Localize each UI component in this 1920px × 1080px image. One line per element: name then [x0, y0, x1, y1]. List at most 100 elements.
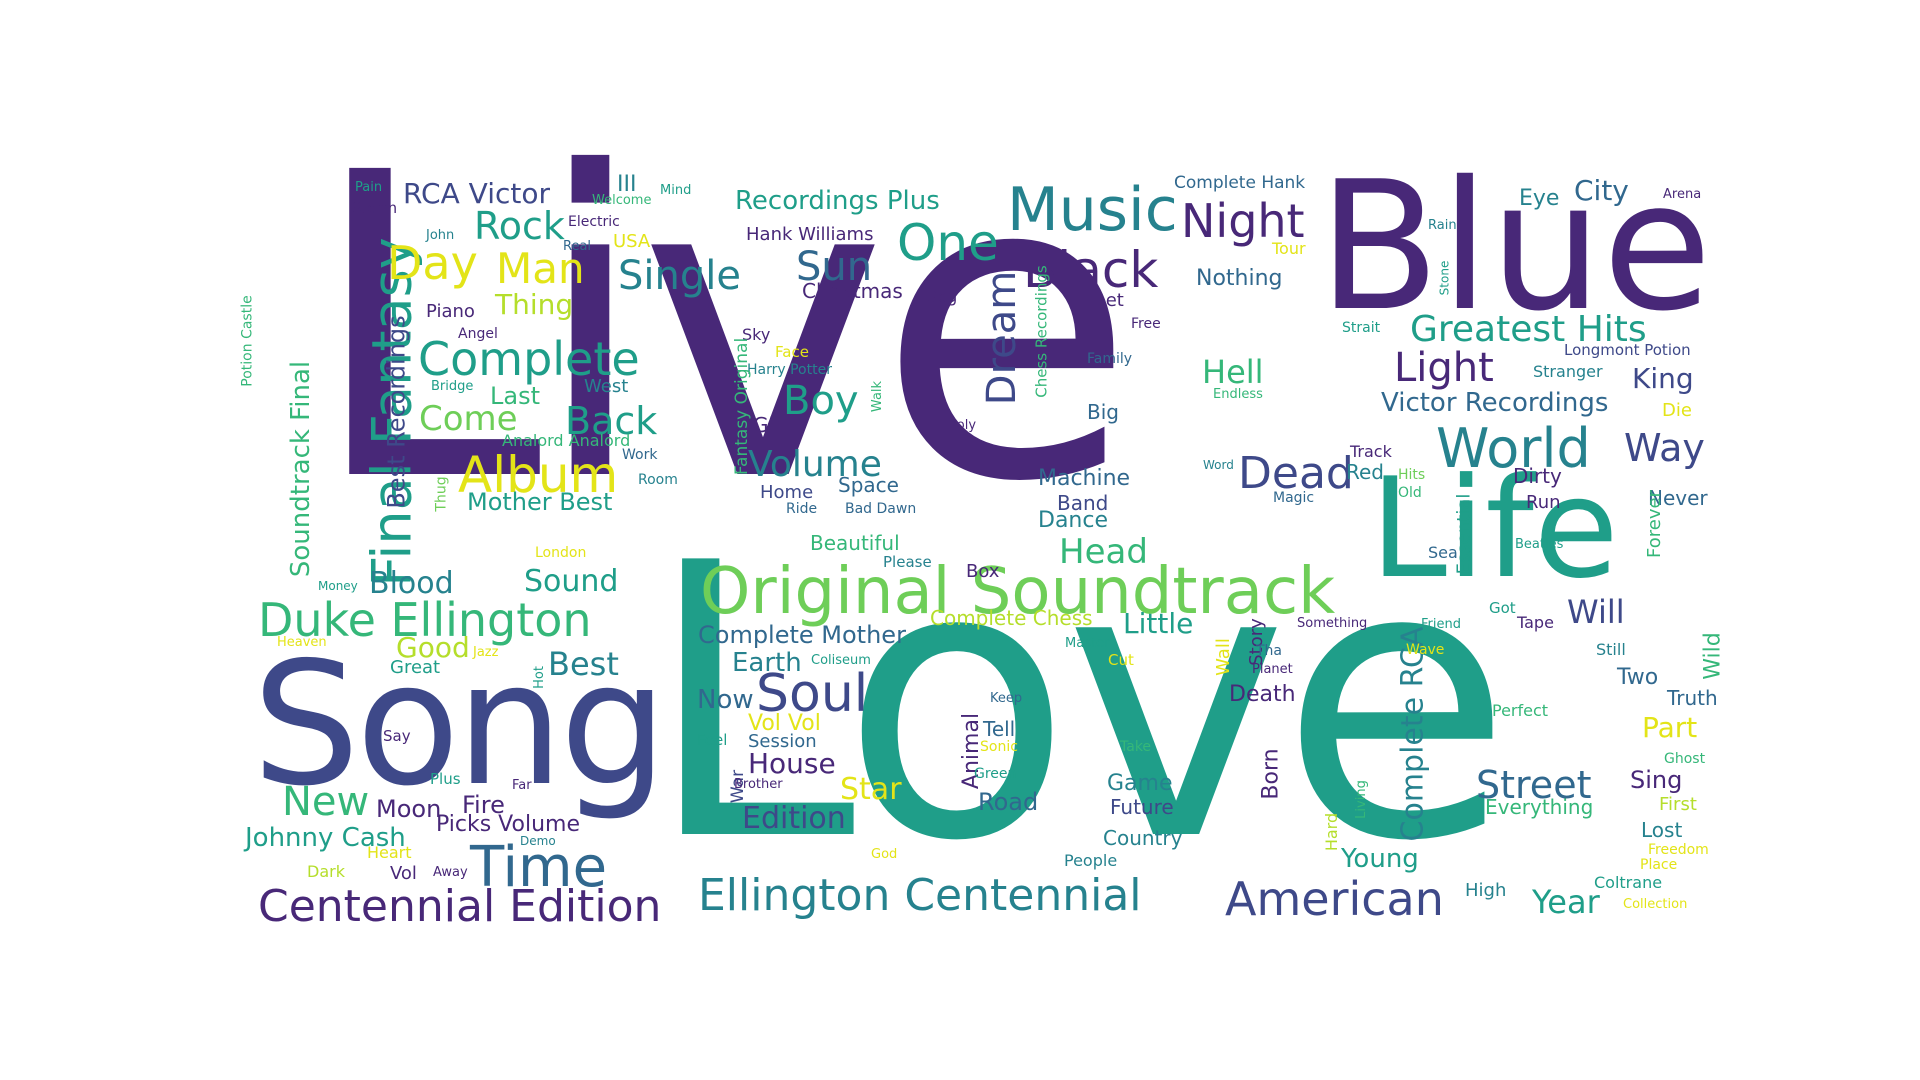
word-coliseum: Coliseum [811, 653, 871, 668]
word-fire: Fire [462, 791, 505, 819]
word-money: Money [318, 579, 358, 593]
word-picks-volume: Picks Volume [436, 812, 581, 837]
word-iii: III [617, 172, 637, 197]
word-work: Work [622, 447, 658, 463]
word-ghost: Ghost [1664, 751, 1706, 767]
word-greatest-hits: Greatest Hits [1410, 309, 1647, 350]
word-friend: Friend [1421, 617, 1461, 632]
word-song: Song [252, 626, 668, 824]
word-home: Home [760, 482, 814, 503]
word-single: Single [618, 253, 741, 299]
word-chess-recordings: Chess Recordings [1032, 265, 1051, 398]
word-real: Real [563, 239, 592, 254]
word-green: Green [974, 766, 1017, 782]
word-duke-ellington: Duke Ellington [258, 593, 592, 647]
word-dog: Dog [925, 287, 958, 306]
word-tour: Tour [1272, 239, 1306, 258]
word-magic: Magic [1273, 490, 1315, 506]
word-living: Living [1353, 780, 1369, 819]
word-nothing: Nothing [1196, 266, 1283, 291]
word-god: God [871, 847, 898, 862]
word-now: Now [697, 685, 754, 715]
word-dance: Dance [1038, 508, 1108, 533]
word-family: Family [1087, 351, 1133, 367]
word-original-soundtrack: Original Soundtrack [700, 555, 1336, 629]
word-edition: Edition [742, 801, 846, 836]
word-life: Life [1370, 448, 1619, 609]
word-truth: Truth [1667, 686, 1718, 710]
word-girl: Girl [753, 413, 788, 437]
word-part: Part [1642, 711, 1698, 744]
word-johnny-cash: Johnny Cash [245, 823, 406, 853]
word-two: Two [1617, 665, 1659, 690]
word-beatles: Beatles [1515, 537, 1564, 552]
word-john: John [426, 228, 455, 243]
word-machine: Machine [1038, 466, 1131, 491]
word-usa: USA [613, 231, 651, 252]
word-everything: Everything [1485, 795, 1594, 819]
word-eye: Eye [1519, 186, 1560, 211]
word-great: Great [390, 657, 441, 678]
word-hank-williams: Hank Williams [746, 224, 874, 245]
word-sonic: Sonic [980, 739, 1018, 755]
word-star: Star [840, 772, 902, 807]
word-dream: Dream [979, 270, 1026, 406]
word-sky: Sky [742, 325, 771, 344]
word-never: Never [1648, 486, 1708, 510]
word-fantasy-original: Fantasy Original [732, 337, 753, 476]
word-word: Word [1203, 458, 1234, 472]
word-complete-rca: Complete RCA [1395, 626, 1431, 842]
word-vol: Vol [390, 863, 417, 884]
word-session: Session [748, 731, 817, 752]
word-rain: Rain [1428, 218, 1457, 233]
word-endless: Endless [1213, 387, 1263, 402]
word-game: Game [1107, 771, 1173, 796]
word-wild: Wild [1700, 632, 1726, 680]
word-street: Street [1476, 763, 1592, 807]
word-good: Good [396, 631, 470, 664]
word-dead: Dead [1238, 448, 1354, 499]
word-wave: Wave [1406, 642, 1445, 658]
word-last: Last [490, 382, 540, 410]
word-tape: Tape [1517, 613, 1554, 632]
word-angel: Angel [458, 326, 498, 342]
word-place: Place [1640, 857, 1678, 873]
word-music: Music [1007, 175, 1178, 245]
word-rock: Rock [474, 204, 565, 248]
word-road: Road [978, 788, 1039, 816]
word-red: Red [1346, 460, 1384, 484]
word-one: One [897, 214, 999, 272]
word-will: Will [1567, 593, 1625, 631]
word-way: Way [1624, 426, 1705, 470]
word-volume: Volume [748, 444, 882, 485]
word-strait: Strait [1342, 320, 1381, 336]
word-high: High [1465, 880, 1507, 901]
word-dirty: Dirty [1513, 464, 1562, 488]
word-thing: Thing [495, 288, 574, 321]
word-hell: Hell [1202, 353, 1264, 391]
word-hard: Hard [1322, 812, 1342, 852]
word-bridge: Bridge [431, 379, 474, 394]
word-potion-castle: Potion Castle [239, 295, 256, 387]
word-wall: Wall [1212, 638, 1234, 676]
word-love: Love [645, 484, 1512, 924]
word-plus: Plus [430, 770, 461, 788]
word-back: Back [565, 399, 658, 443]
word-perfect: Perfect [1492, 701, 1549, 720]
word-away: Away [433, 865, 468, 880]
word-thug: Thug [433, 476, 450, 512]
word-feel: Feel [697, 731, 728, 749]
word-future: Future [1110, 795, 1174, 819]
word-analord-analord: Analord Analord [502, 431, 631, 450]
word-moon: Moon [376, 795, 442, 823]
word-lost: Lost [1641, 818, 1683, 842]
word-master: Master [1065, 636, 1110, 651]
word-ride: Ride [786, 501, 818, 517]
word-born: Born [1258, 748, 1284, 800]
word-box: Box [966, 561, 1000, 582]
word-rca-victor: RCA Victor [403, 177, 550, 210]
word-forever: Forever [1643, 490, 1665, 558]
word-band: Band [1057, 491, 1109, 515]
word-old: Old [1398, 485, 1422, 501]
word-demo: Demo [520, 834, 556, 848]
